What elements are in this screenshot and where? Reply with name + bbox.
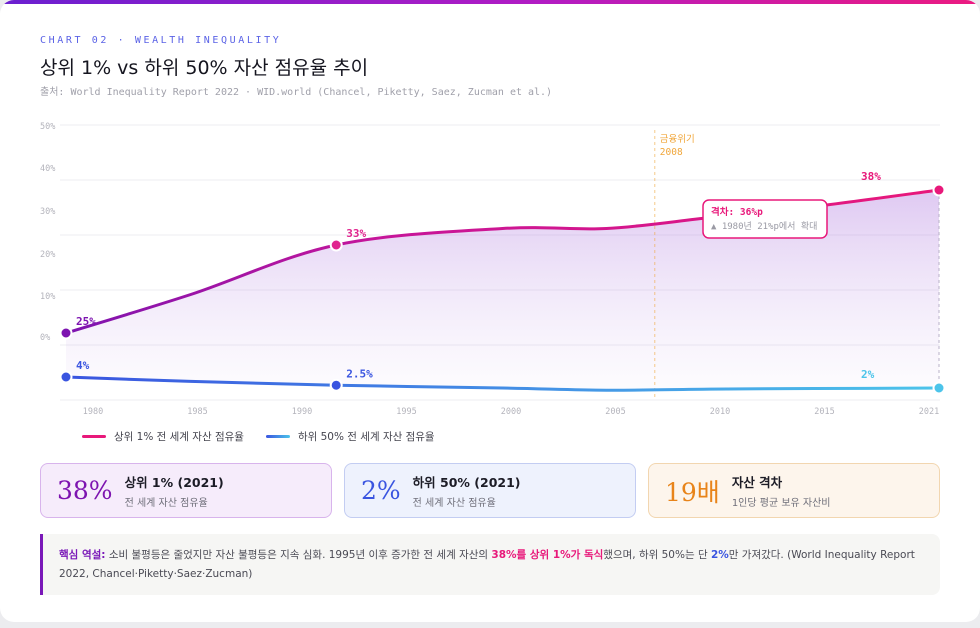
data-point xyxy=(59,370,73,384)
gap-annotation-title: 격차: 36%p xyxy=(711,206,763,218)
legend-label-top: 상위 1% 전 세계 자산 점유율 xyxy=(114,431,244,443)
gap-annotation-sub: ▲ 1980년 21%p에서 확대 xyxy=(711,220,817,232)
gap-annotation-box xyxy=(702,199,828,239)
stat-sub-top: 전 세계 자산 점유율 xyxy=(124,498,208,509)
stat-card-top: 38% 상위 1% (2021) 전 세계 자산 점유율 xyxy=(40,463,332,518)
gap-area xyxy=(66,190,939,391)
x-tick-label: 1995 xyxy=(396,407,416,417)
legend-label-bottom: 하위 50% 전 세계 자산 점유율 xyxy=(297,431,435,443)
x-tick-label: 1990 xyxy=(292,407,312,417)
y-tick-label: 0% xyxy=(40,333,50,343)
y-tick-label: 50% xyxy=(40,122,55,132)
data-point xyxy=(329,238,343,252)
stat-sub-bottom: 전 세계 자산 점유율 xyxy=(412,498,496,509)
x-tick-label: 2000 xyxy=(501,407,521,417)
chart-legend: 상위 1% 전 세계 자산 점유율 하위 50% 전 세계 자산 점유율 xyxy=(82,429,435,444)
line-chart: 50% 40% 30% 20% 10% 0% 1980 1985 1990 1995 2000 200… xyxy=(40,122,946,417)
event-layer: 금융위기 2008 xyxy=(654,130,695,400)
x-tick-label: 2010 xyxy=(710,407,730,417)
data-point xyxy=(59,326,73,340)
x-tick-label: 2005 xyxy=(605,407,625,417)
data-label: 25% xyxy=(76,315,96,328)
x-tick-label: 1985 xyxy=(187,407,207,417)
note-text-3: 만 가져갔다. (World Inequality Report 2022, C… xyxy=(59,549,915,580)
data-point xyxy=(932,381,946,395)
stat-label-bottom: 하위 50% (2021) xyxy=(412,475,521,490)
data-point xyxy=(932,183,946,197)
x-tick-label: 2021 xyxy=(919,407,939,417)
insight-note: 핵심 역설: 소비 불평등은 줄었지만 자산 불평등은 지속 심화. 1995년… xyxy=(40,534,940,595)
note-text-1: 소비 불평등은 줄었지만 자산 불평등은 지속 심화. 1995년 이후 증가한… xyxy=(105,549,492,561)
event-label: 금융위기 xyxy=(660,133,695,145)
legend-item-top: 상위 1% 전 세계 자산 점유율 xyxy=(82,429,244,444)
stat-card-gap: 19배 자산 격차 1인당 평균 보유 자산비 xyxy=(648,463,940,518)
data-point xyxy=(329,378,343,392)
chart-title: 상위 1% vs 하위 50% 자산 점유율 추이 xyxy=(40,57,369,79)
chart-eyebrow: CHART 02 · WEALTH INEQUALITY xyxy=(40,35,282,46)
series-line-bottom xyxy=(64,375,941,392)
y-tick-label: 30% xyxy=(40,207,55,217)
data-label: 4% xyxy=(76,359,90,372)
note-highlight-top: 38%를 상위 1%가 독식 xyxy=(491,549,604,561)
note-highlight-bottom: 2% xyxy=(710,549,729,561)
x-tick-label: 1980 xyxy=(83,407,103,417)
legend-swatch-bottom xyxy=(265,435,290,438)
stat-label-top: 상위 1% (2021) xyxy=(124,475,224,490)
point-layer: 25% 33% 38% 4% 2.5% 2% xyxy=(59,170,946,395)
stat-value-gap: 19배 xyxy=(665,477,720,507)
data-label: 2% xyxy=(861,368,875,381)
x-tick-label: 2015 xyxy=(814,407,834,417)
legend-swatch-top xyxy=(82,435,106,438)
stat-card-bottom: 2% 하위 50% (2021) 전 세계 자산 점유율 xyxy=(344,463,636,518)
data-label: 38% xyxy=(861,170,881,183)
y-tick-label: 40% xyxy=(40,164,55,174)
stat-sub-gap: 1인당 평균 보유 자산비 xyxy=(731,498,831,509)
data-label: 33% xyxy=(346,227,366,240)
note-text-2: 했으며, 하위 50%는 단 xyxy=(603,549,711,561)
area-layer xyxy=(66,190,940,391)
y-tick-label: 10% xyxy=(40,292,55,302)
stat-value-top: 38% xyxy=(57,476,113,505)
stat-label-gap: 자산 격차 xyxy=(731,475,783,490)
note-lead: 핵심 역설: xyxy=(59,549,106,561)
annotation-layer: 격차: 36%p ▲ 1980년 21%p에서 확대 xyxy=(702,199,828,239)
legend-item-bottom: 하위 50% 전 세계 자산 점유율 xyxy=(265,429,435,444)
event-year-label: 2008 xyxy=(660,147,683,158)
stat-value-bottom: 2% xyxy=(361,476,401,505)
chart-source: 출처: World Inequality Report 2022 · WID.w… xyxy=(40,87,553,98)
data-label: 2.5% xyxy=(346,367,373,380)
y-tick-label: 20% xyxy=(40,250,55,260)
accent-bar xyxy=(0,0,980,4)
